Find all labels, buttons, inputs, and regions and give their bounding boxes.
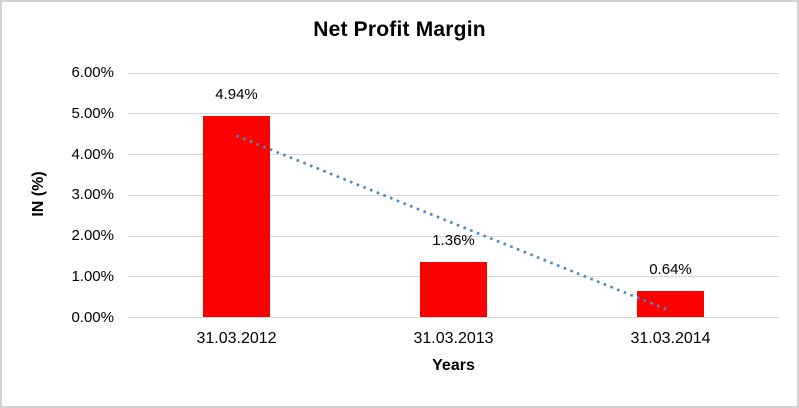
y-axis-tick-label: 6.00% (71, 64, 114, 81)
bar-31.03.2014 (637, 291, 704, 318)
x-axis-tick-label: 31.03.2014 (630, 330, 711, 347)
x-axis-tick-label: 31.03.2012 (196, 330, 277, 347)
y-axis-tick-label: 1.00% (71, 267, 114, 285)
x-axis-tick-label: 31.03.2013 (413, 330, 494, 347)
gridline (128, 317, 779, 318)
y-axis-tick-label: 2.00% (71, 227, 114, 244)
data-label: 0.64% (649, 261, 692, 279)
y-axis-tick-label: 3.00% (71, 186, 114, 204)
chart-title: Net Profit Margin (313, 18, 486, 41)
bar-31.03.2012 (203, 116, 270, 318)
y-axis-tick-label: 0.00% (71, 308, 114, 326)
y-axis-tick-label: 5.00% (71, 104, 114, 122)
data-label: 4.94% (215, 86, 258, 104)
data-label: 1.36% (432, 232, 475, 250)
bar-31.03.2013 (420, 262, 487, 318)
gridline (128, 72, 779, 74)
x-axis-title: Years (432, 357, 475, 374)
y-axis-tick-label: 4.00% (71, 145, 114, 163)
gridline (128, 113, 779, 115)
